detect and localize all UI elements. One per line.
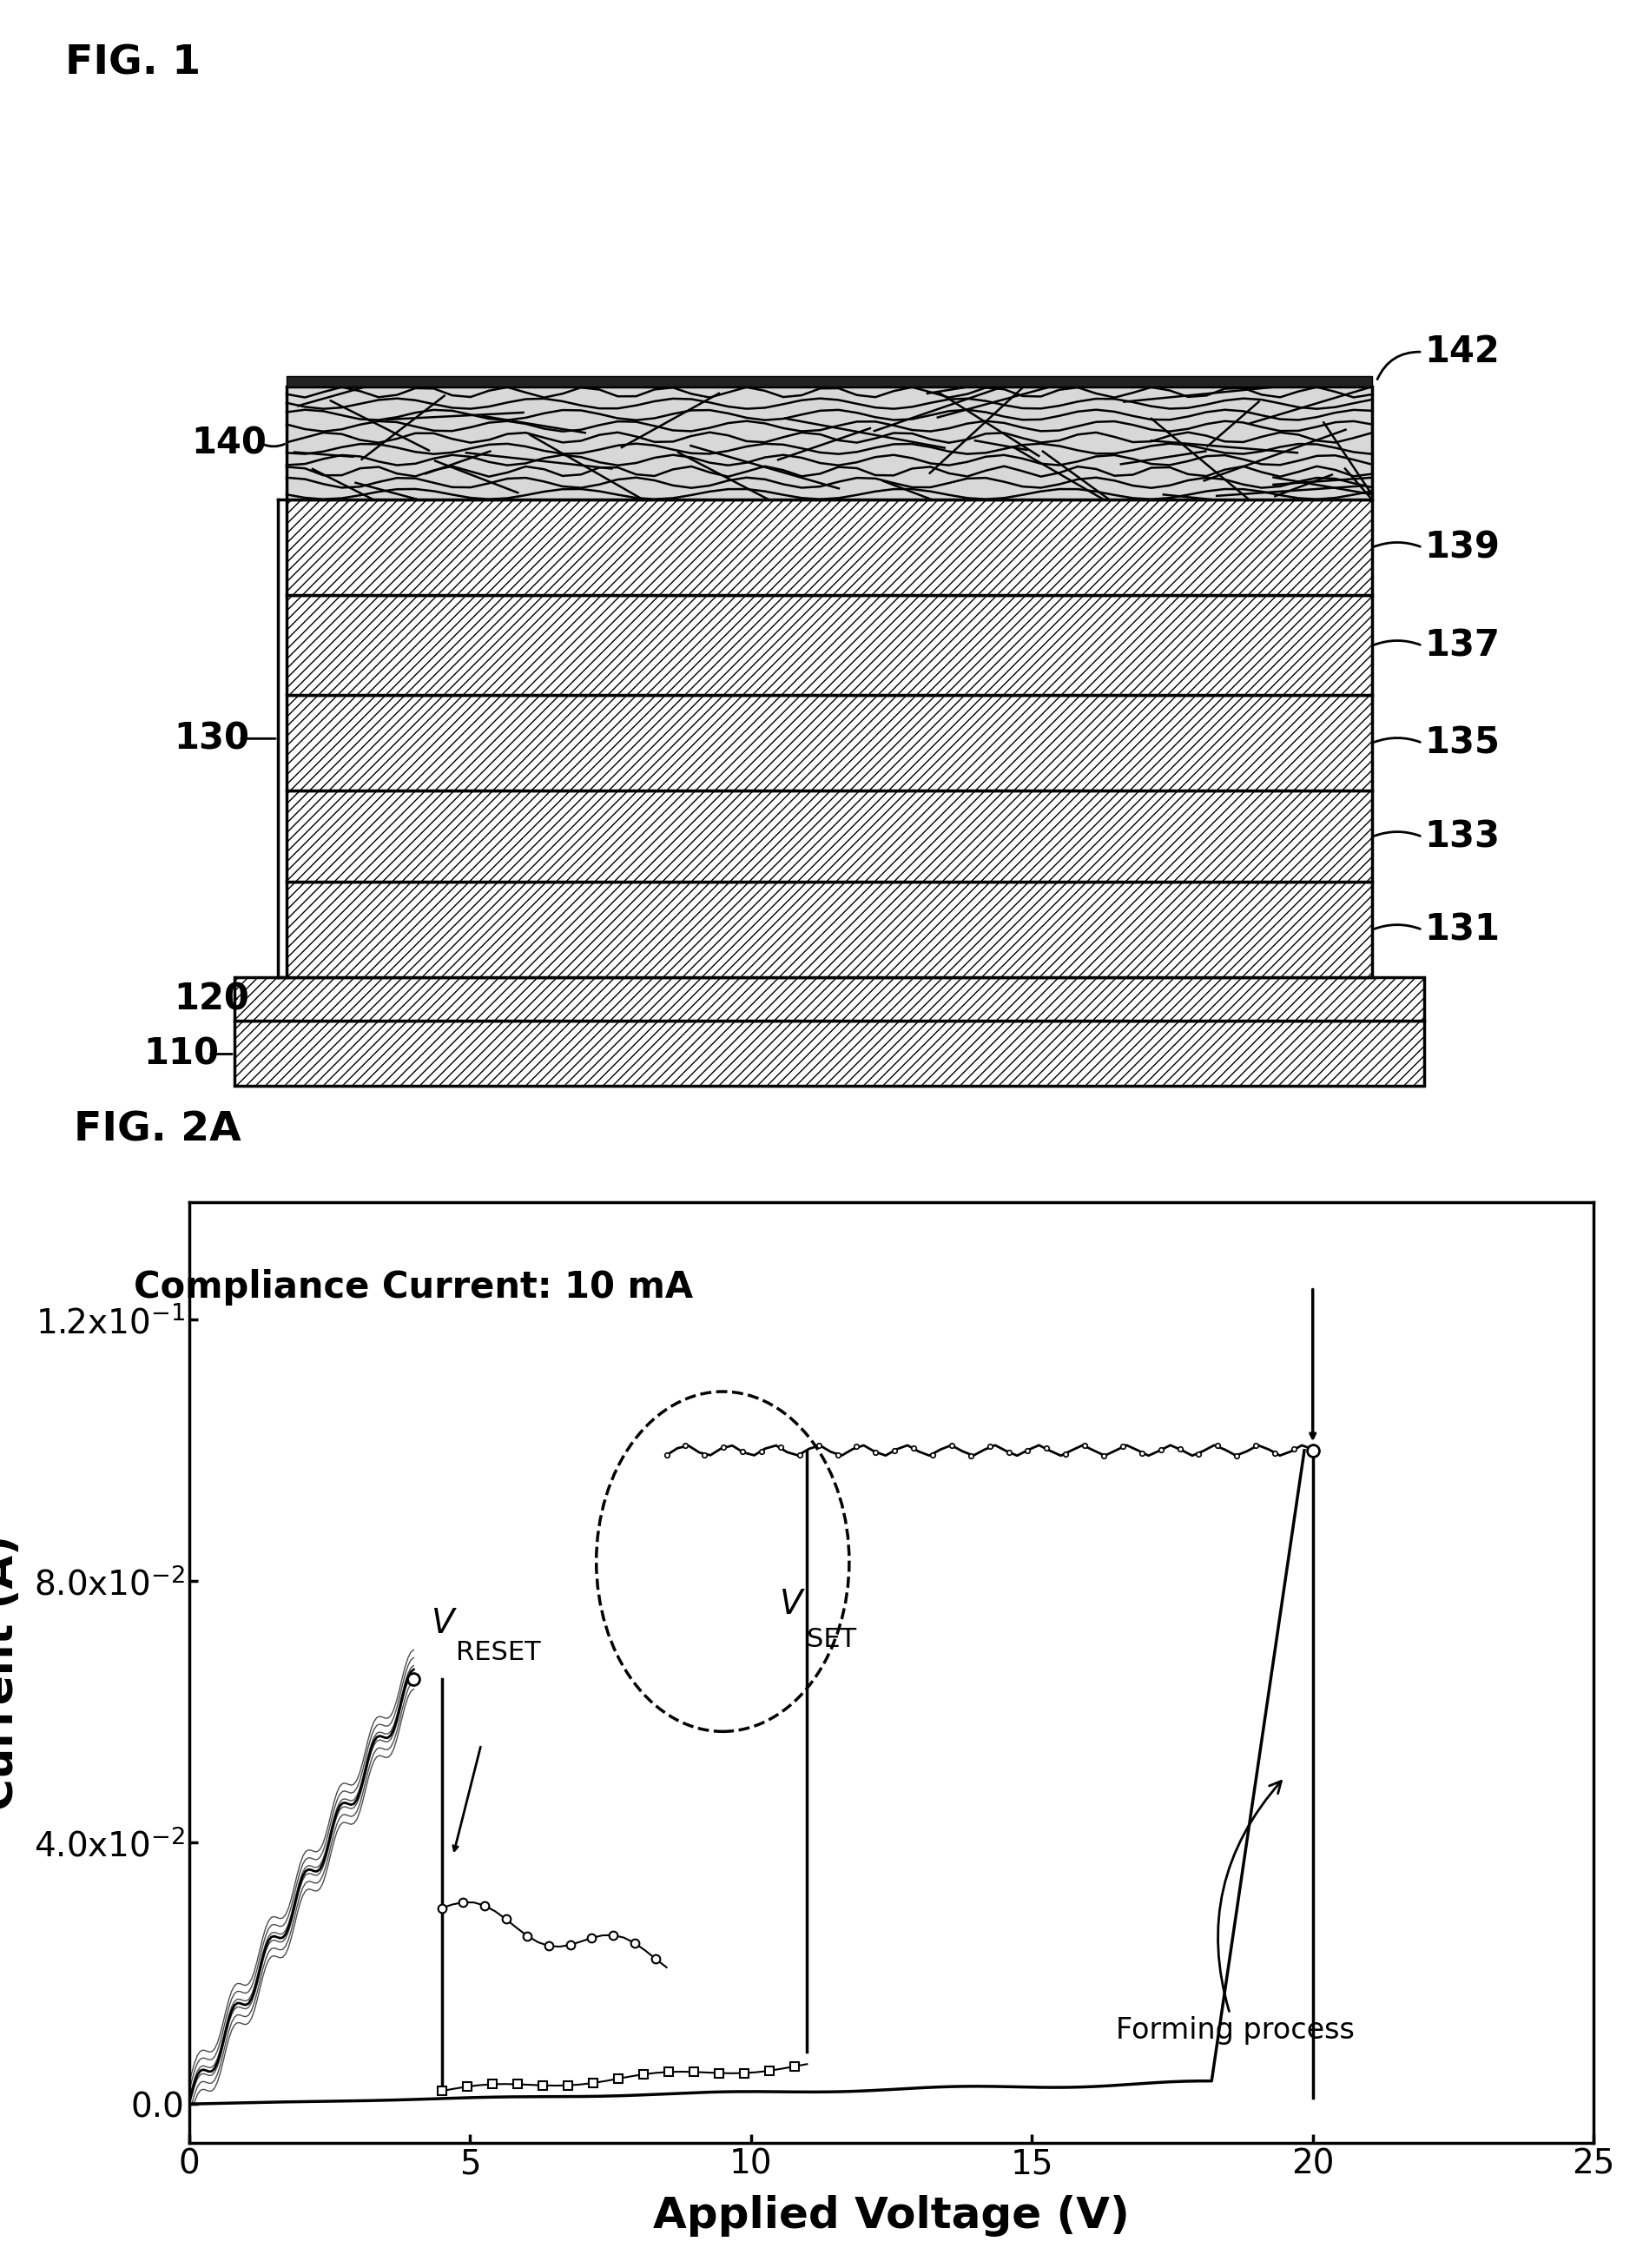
Text: RESET: RESET [455,1640,541,1665]
Text: 110: 110 [143,1036,219,1073]
Text: Forming process: Forming process [1116,1780,1355,2046]
Text: 139: 139 [1424,528,1500,565]
Bar [235,978,1424,1021]
Bar [286,594,1372,696]
Text: Compliance Current: 10 mA: Compliance Current: 10 mA [135,1268,693,1306]
Bar [235,1021,1424,1086]
Text: 133: 133 [1424,819,1500,855]
Text: $\mathit{V}$: $\mathit{V}$ [779,1588,805,1622]
Bar [286,376,1372,386]
Text: 135: 135 [1424,726,1500,762]
Bar [286,696,1372,792]
Bar [286,386,1372,499]
Text: 131: 131 [1424,912,1500,948]
Text: FIG. 1: FIG. 1 [66,43,200,82]
Text: $\mathit{V}$: $\mathit{V}$ [430,1608,457,1640]
Text: 140: 140 [191,424,266,460]
Text: FIG. 2A: FIG. 2A [74,1111,242,1150]
Text: 137: 137 [1424,628,1500,665]
Text: 142: 142 [1424,333,1500,370]
Text: 130: 130 [174,721,250,758]
Bar [286,882,1372,978]
Bar [286,499,1372,594]
Bar [286,792,1372,882]
Text: SET: SET [807,1626,856,1651]
Y-axis label: Current (A): Current (A) [0,1535,21,1810]
X-axis label: Applied Voltage (V): Applied Voltage (V) [652,2195,1130,2236]
Text: 120: 120 [174,982,250,1018]
